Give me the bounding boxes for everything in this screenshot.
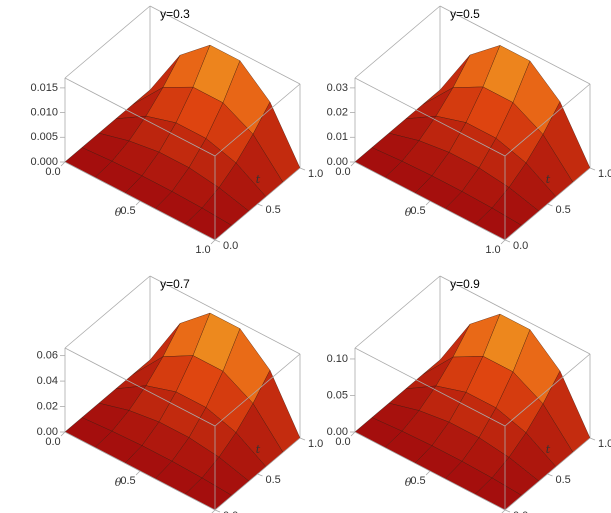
x-axis-label: θ <box>115 476 122 489</box>
box-edge <box>214 353 301 427</box>
box-edge <box>504 353 591 427</box>
box-edge <box>354 275 441 349</box>
box-edge <box>504 83 591 157</box>
x-tick-label: 0.0 <box>335 436 350 448</box>
x-tick <box>500 239 506 245</box>
y-axis-label: t <box>256 443 261 456</box>
y-tick <box>257 473 263 477</box>
chart-title: y=0.5 <box>450 7 480 21</box>
x-tick <box>211 509 216 513</box>
z-tick-label: 0.00 <box>327 156 348 168</box>
box-edge <box>64 77 216 157</box>
x-tick-label: 0.0 <box>335 166 350 178</box>
x-tick <box>135 470 141 476</box>
x-axis-label: θ <box>115 206 122 219</box>
x-tick-label: 0.5 <box>410 475 425 487</box>
box-edge <box>64 5 151 79</box>
x-tick <box>60 431 66 437</box>
y-axis-label: t <box>546 173 551 186</box>
box-edge <box>214 83 301 157</box>
z-tick-label: 0.005 <box>30 131 58 143</box>
box-edge <box>354 77 506 157</box>
x-tick <box>60 161 66 167</box>
z-tick-label: 0.02 <box>37 400 58 412</box>
y-tick-label: 0.0 <box>223 510 238 513</box>
y-axis-label: t <box>256 173 261 186</box>
y-tick-label: 1.0 <box>598 168 611 180</box>
x-tick <box>350 431 356 437</box>
chart-title: y=0.3 <box>160 7 190 21</box>
box-edge <box>64 347 216 427</box>
x-axis-label: θ <box>405 476 412 489</box>
y-tick-label: 1.0 <box>598 438 611 450</box>
chart-title: y=0.7 <box>160 277 190 291</box>
x-tick-label: 0.5 <box>120 475 135 487</box>
x-tick <box>425 470 431 476</box>
x-tick-label: 1.0 <box>195 244 210 256</box>
z-tick-label: 0.010 <box>30 106 58 118</box>
z-tick-label: 0.06 <box>37 350 58 362</box>
y-tick-label: 1.0 <box>308 438 323 450</box>
y-tick-label: 0.5 <box>266 204 281 216</box>
z-tick-label: 0.05 <box>327 389 348 401</box>
y-tick <box>299 167 306 171</box>
y-tick-label: 0.0 <box>513 240 528 252</box>
y-tick <box>589 167 596 171</box>
x-tick <box>135 200 141 206</box>
y-tick-label: 0.0 <box>513 510 528 513</box>
y-tick-label: 0.0 <box>223 240 238 252</box>
z-tick-label: 0.000 <box>30 156 58 168</box>
surface-plot: y=0.5 θ t 0.0 0.5 1.0 0.0 0.5 1.0 0.00 0.01 0.02 0.0… <box>327 5 611 256</box>
x-tick <box>501 509 506 513</box>
x-tick-label: 1.0 <box>485 244 500 256</box>
z-tick-label: 0.00 <box>37 426 58 438</box>
x-tick <box>210 239 216 245</box>
box-edge <box>354 5 441 79</box>
x-axis-label: θ <box>405 206 412 219</box>
x-tick-label: 0.0 <box>45 436 60 448</box>
y-axis-label: t <box>546 443 551 456</box>
box-edge <box>149 5 301 85</box>
box-edge <box>439 275 591 355</box>
z-tick-label: 0.04 <box>37 375 58 387</box>
y-tick <box>214 239 221 243</box>
y-tick-label: 0.5 <box>556 474 571 486</box>
x-tick <box>350 161 356 167</box>
z-tick-label: 0.02 <box>327 106 348 118</box>
box-edge <box>149 275 301 355</box>
chart-title: y=0.9 <box>450 277 480 291</box>
y-tick <box>257 203 263 207</box>
box-edge <box>439 5 591 85</box>
z-tick-label: 0.03 <box>327 82 348 94</box>
y-tick <box>547 473 553 477</box>
y-tick <box>214 509 221 513</box>
y-tick-label: 0.5 <box>556 204 571 216</box>
surface-plot: y=0.3 θ t 0.0 0.5 1.0 0.0 0.5 1.0 0.000 0.005 0.010… <box>30 5 323 256</box>
z-tick-label: 0.00 <box>327 426 348 438</box>
z-tick-label: 0.01 <box>327 131 348 143</box>
box-edge <box>354 347 506 427</box>
z-tick-label: 0.015 <box>30 82 58 94</box>
x-tick-label: 0.5 <box>120 205 135 217</box>
y-tick-label: 1.0 <box>308 168 323 180</box>
y-tick <box>504 509 511 513</box>
y-tick <box>589 437 596 441</box>
z-tick-label: 0.10 <box>327 353 348 365</box>
x-tick <box>425 200 431 206</box>
y-tick <box>299 437 306 441</box>
y-tick-label: 0.5 <box>266 474 281 486</box>
y-tick <box>547 203 553 207</box>
y-tick <box>504 239 511 243</box>
x-tick-label: 0.5 <box>410 205 425 217</box>
box-edge <box>64 275 151 349</box>
surface-plot: y=0.7θt0.00.51.00.00.51.00.000.020.040.0… <box>37 275 323 513</box>
x-tick-label: 0.0 <box>45 166 60 178</box>
